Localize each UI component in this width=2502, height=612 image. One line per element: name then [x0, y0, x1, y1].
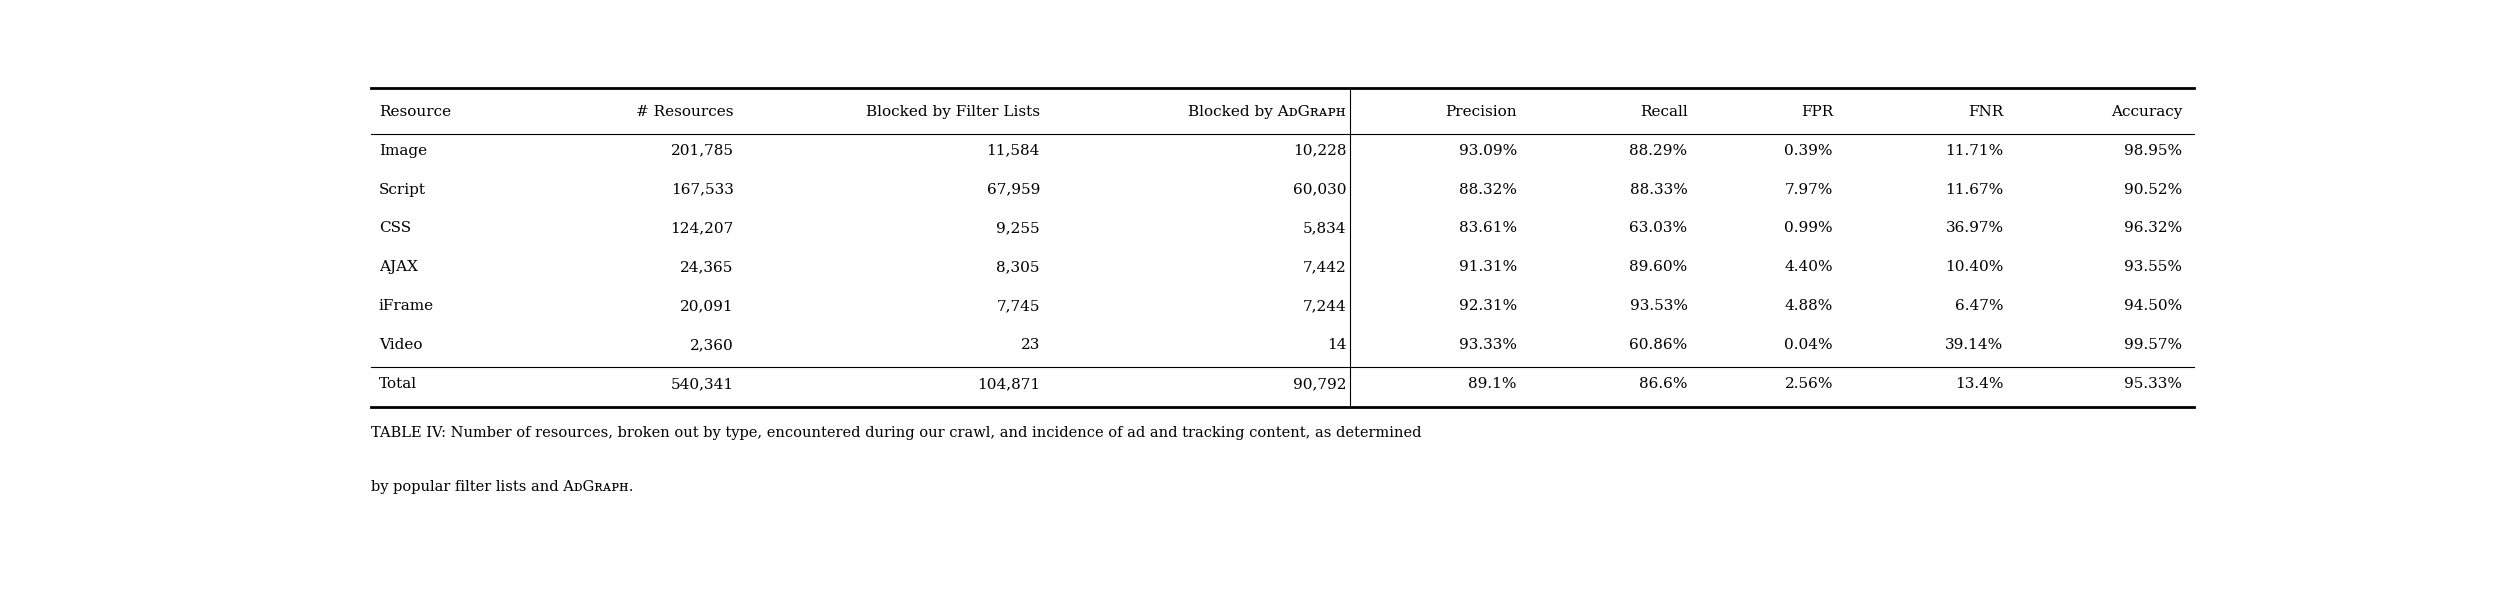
- Text: Blocked by Filter Lists: Blocked by Filter Lists: [866, 105, 1041, 119]
- Text: 93.53%: 93.53%: [1629, 299, 1686, 313]
- Text: 23: 23: [1021, 338, 1041, 352]
- Text: 7.97%: 7.97%: [1784, 182, 1834, 196]
- Text: 90,792: 90,792: [1294, 377, 1346, 391]
- Text: TABLE IV: Number of resources, broken out by type, encountered during our crawl,: TABLE IV: Number of resources, broken ou…: [370, 427, 1421, 440]
- Text: 67,959: 67,959: [986, 182, 1041, 196]
- Text: 10,228: 10,228: [1294, 144, 1346, 158]
- Text: 98.95%: 98.95%: [2124, 144, 2182, 158]
- Text: 167,533: 167,533: [671, 182, 733, 196]
- Text: Script: Script: [378, 182, 425, 196]
- Text: 4.40%: 4.40%: [1784, 260, 1834, 274]
- Text: 0.04%: 0.04%: [1784, 338, 1834, 352]
- Text: 88.29%: 88.29%: [1629, 144, 1686, 158]
- Text: 89.60%: 89.60%: [1629, 260, 1686, 274]
- Text: 10.40%: 10.40%: [1944, 260, 2004, 274]
- Text: 7,745: 7,745: [996, 299, 1041, 313]
- Text: 14: 14: [1326, 338, 1346, 352]
- Text: 88.32%: 88.32%: [1459, 182, 1516, 196]
- Text: 11.67%: 11.67%: [1947, 182, 2004, 196]
- Text: 2,360: 2,360: [691, 338, 733, 352]
- Text: Precision: Precision: [1446, 105, 1516, 119]
- Text: 0.39%: 0.39%: [1784, 144, 1834, 158]
- Text: FPR: FPR: [1801, 105, 1834, 119]
- Text: 7,442: 7,442: [1304, 260, 1346, 274]
- Text: Accuracy: Accuracy: [2112, 105, 2182, 119]
- Text: 11,584: 11,584: [986, 144, 1041, 158]
- Text: 91.31%: 91.31%: [1459, 260, 1516, 274]
- Text: 83.61%: 83.61%: [1459, 222, 1516, 236]
- Text: Recall: Recall: [1639, 105, 1686, 119]
- Text: 2.56%: 2.56%: [1784, 377, 1834, 391]
- Text: 104,871: 104,871: [976, 377, 1041, 391]
- Text: 90.52%: 90.52%: [2124, 182, 2182, 196]
- Text: 6.47%: 6.47%: [1954, 299, 2004, 313]
- Text: Video: Video: [378, 338, 423, 352]
- Text: Resource: Resource: [378, 105, 450, 119]
- Text: 88.33%: 88.33%: [1629, 182, 1686, 196]
- Text: 24,365: 24,365: [681, 260, 733, 274]
- Text: 13.4%: 13.4%: [1954, 377, 2004, 391]
- Text: 60.86%: 60.86%: [1629, 338, 1686, 352]
- Text: 11.71%: 11.71%: [1947, 144, 2004, 158]
- Text: 89.1%: 89.1%: [1469, 377, 1516, 391]
- Text: FNR: FNR: [1969, 105, 2004, 119]
- Text: 94.50%: 94.50%: [2124, 299, 2182, 313]
- Text: AJAX: AJAX: [378, 260, 418, 274]
- Text: Image: Image: [378, 144, 428, 158]
- Text: 63.03%: 63.03%: [1629, 222, 1686, 236]
- Text: 93.55%: 93.55%: [2124, 260, 2182, 274]
- Text: 9,255: 9,255: [996, 222, 1041, 236]
- Text: 96.32%: 96.32%: [2124, 222, 2182, 236]
- Text: Blocked by AᴅGʀᴀᴘʜ: Blocked by AᴅGʀᴀᴘʜ: [1188, 105, 1346, 119]
- Text: 5,834: 5,834: [1304, 222, 1346, 236]
- Text: 0.99%: 0.99%: [1784, 222, 1834, 236]
- Text: 95.33%: 95.33%: [2124, 377, 2182, 391]
- Text: 86.6%: 86.6%: [1639, 377, 1686, 391]
- Text: iFrame: iFrame: [378, 299, 433, 313]
- Text: by popular filter lists and AᴅGʀᴀᴘʜ.: by popular filter lists and AᴅGʀᴀᴘʜ.: [370, 480, 633, 494]
- Text: 7,244: 7,244: [1304, 299, 1346, 313]
- Text: 60,030: 60,030: [1294, 182, 1346, 196]
- Text: 39.14%: 39.14%: [1947, 338, 2004, 352]
- Text: 201,785: 201,785: [671, 144, 733, 158]
- Text: 99.57%: 99.57%: [2124, 338, 2182, 352]
- Text: Total: Total: [378, 377, 418, 391]
- Text: CSS: CSS: [378, 222, 410, 236]
- Text: 92.31%: 92.31%: [1459, 299, 1516, 313]
- Text: 20,091: 20,091: [681, 299, 733, 313]
- Text: 93.33%: 93.33%: [1459, 338, 1516, 352]
- Text: 124,207: 124,207: [671, 222, 733, 236]
- Text: 36.97%: 36.97%: [1947, 222, 2004, 236]
- Text: 8,305: 8,305: [996, 260, 1041, 274]
- Text: 540,341: 540,341: [671, 377, 733, 391]
- Text: 93.09%: 93.09%: [1459, 144, 1516, 158]
- Text: 4.88%: 4.88%: [1784, 299, 1834, 313]
- Text: # Resources: # Resources: [636, 105, 733, 119]
